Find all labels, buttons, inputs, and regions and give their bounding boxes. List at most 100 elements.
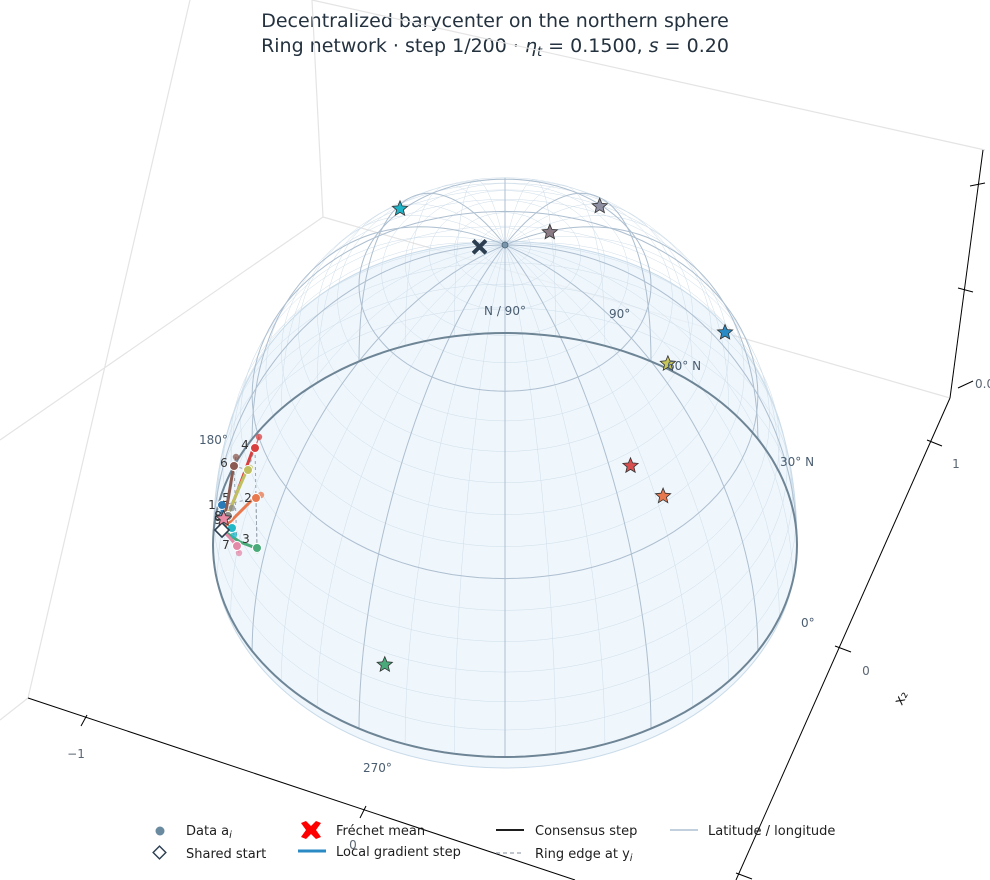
legend-data-text: Data ai (186, 824, 232, 841)
agent-iterate-previous (232, 453, 240, 461)
mesh-line (317, 244, 506, 708)
longitude-line (212, 244, 506, 546)
lat0-label: 0° (801, 616, 815, 630)
data-point-star (541, 223, 559, 240)
mesh-line (454, 179, 506, 337)
agent-label: 7 (222, 538, 230, 552)
agent-iterate (229, 461, 239, 471)
pane-edge (311, 0, 986, 151)
data-point-star (621, 456, 640, 474)
longitude-line (251, 226, 506, 440)
z-tick (957, 380, 974, 389)
pane-edge (27, 0, 191, 699)
mesh-line (217, 242, 506, 509)
legend-data-main: Data a (186, 824, 229, 839)
longitude-line (504, 244, 652, 729)
north-pole-marker (501, 241, 509, 249)
longitude-line (504, 244, 759, 652)
agent-iterate-previous (228, 504, 236, 512)
sphere-equator (211, 331, 799, 758)
longitude-line (358, 244, 506, 729)
chart-title: Decentralized barycenter on the northern… (261, 10, 729, 32)
x-axis-line (27, 697, 576, 880)
legend: Data ai Shared start Fréchet mean Local … (152, 821, 835, 864)
data-point-star (391, 199, 409, 217)
lon90-label: 90° (609, 307, 630, 321)
y-axis-line (735, 397, 951, 880)
mesh-line (504, 236, 780, 473)
mesh-line (504, 244, 556, 754)
data-point-star (716, 323, 734, 340)
mesh-line (504, 179, 556, 337)
x-tick-label: 0 (349, 838, 357, 852)
data-point-star (591, 197, 609, 214)
longitude-line (358, 192, 506, 362)
x-tick (80, 714, 88, 727)
y-tick (834, 645, 852, 653)
pole-label: N / 90° (484, 304, 526, 318)
z-tick (969, 182, 986, 187)
agent-label: 2 (244, 491, 252, 505)
agent-label: 5 (222, 491, 230, 505)
subtitle-eta-value: = 0.1500, (542, 35, 649, 57)
agent-iterate-previous (235, 549, 243, 557)
data-points (215, 197, 734, 673)
mesh-line (504, 244, 606, 745)
agent-iterate-previous (255, 433, 263, 441)
legend-data-marker (155, 826, 165, 836)
mesh-line (404, 244, 506, 745)
data-point-star (659, 354, 677, 372)
legend-frechet-marker (301, 821, 321, 839)
mesh-line (281, 244, 506, 682)
agent-label: 9 (214, 513, 222, 527)
legend-ring-main: Ring edge at y (535, 847, 630, 862)
longitude-line (504, 244, 798, 546)
chart-subtitle: Ring network · step 1/200 · ηt = 0.1500,… (261, 35, 729, 60)
y-axis-label: x₂ (891, 688, 912, 708)
agent-label: 3 (242, 532, 250, 546)
subtitle-s: s (649, 35, 659, 57)
subtitle-prefix: Ring network · step 1/200 · (261, 35, 525, 57)
pane-edge (0, 216, 324, 441)
lon270-label: 270° (363, 761, 392, 775)
legend-start-text: Shared start (186, 847, 266, 862)
longitude-line (504, 192, 652, 362)
legend-local-text: Local gradient step (336, 845, 461, 860)
agent-iterate (243, 465, 253, 475)
mesh-line (454, 244, 506, 754)
pane-edge (0, 697, 29, 721)
y-tick-label: 0 (862, 664, 870, 678)
data-point-star (654, 487, 672, 504)
agent-label: 6 (220, 456, 228, 470)
longitude-line (251, 244, 506, 652)
mesh-line (281, 215, 506, 409)
legend-ring-sub: i (630, 853, 633, 864)
frechet-mean-group (471, 239, 488, 255)
x-tick-label: −1 (67, 747, 85, 761)
agent-iterate (252, 543, 262, 553)
z-tick-label: 0.0 (975, 377, 990, 391)
agent-iterate (251, 493, 261, 503)
data-point-star (376, 655, 394, 673)
x-tick (359, 805, 367, 819)
legend-frechet-text: Fréchet mean (336, 824, 425, 839)
lat60-label: 60° N (667, 359, 701, 373)
axes (27, 149, 986, 880)
lat30-label: 30° N (780, 455, 814, 469)
legend-ring-text: Ring edge at yi (535, 847, 633, 864)
legend-start-marker (152, 845, 167, 860)
z-axis-line (949, 149, 984, 399)
sphere-grid (212, 177, 798, 757)
y-tick-label: 1 (952, 457, 960, 471)
legend-grid-text: Latitude / longitude (708, 824, 835, 839)
ring-edge (233, 465, 238, 547)
mesh-line (504, 244, 729, 682)
agent-iterate (250, 443, 260, 453)
mesh-line (230, 244, 506, 618)
y-tick (926, 439, 943, 447)
subtitle-s-value: = 0.20 (659, 35, 729, 57)
longitude-line (504, 226, 759, 440)
mesh-line (504, 242, 793, 509)
lon180-label: 180° (199, 433, 228, 447)
